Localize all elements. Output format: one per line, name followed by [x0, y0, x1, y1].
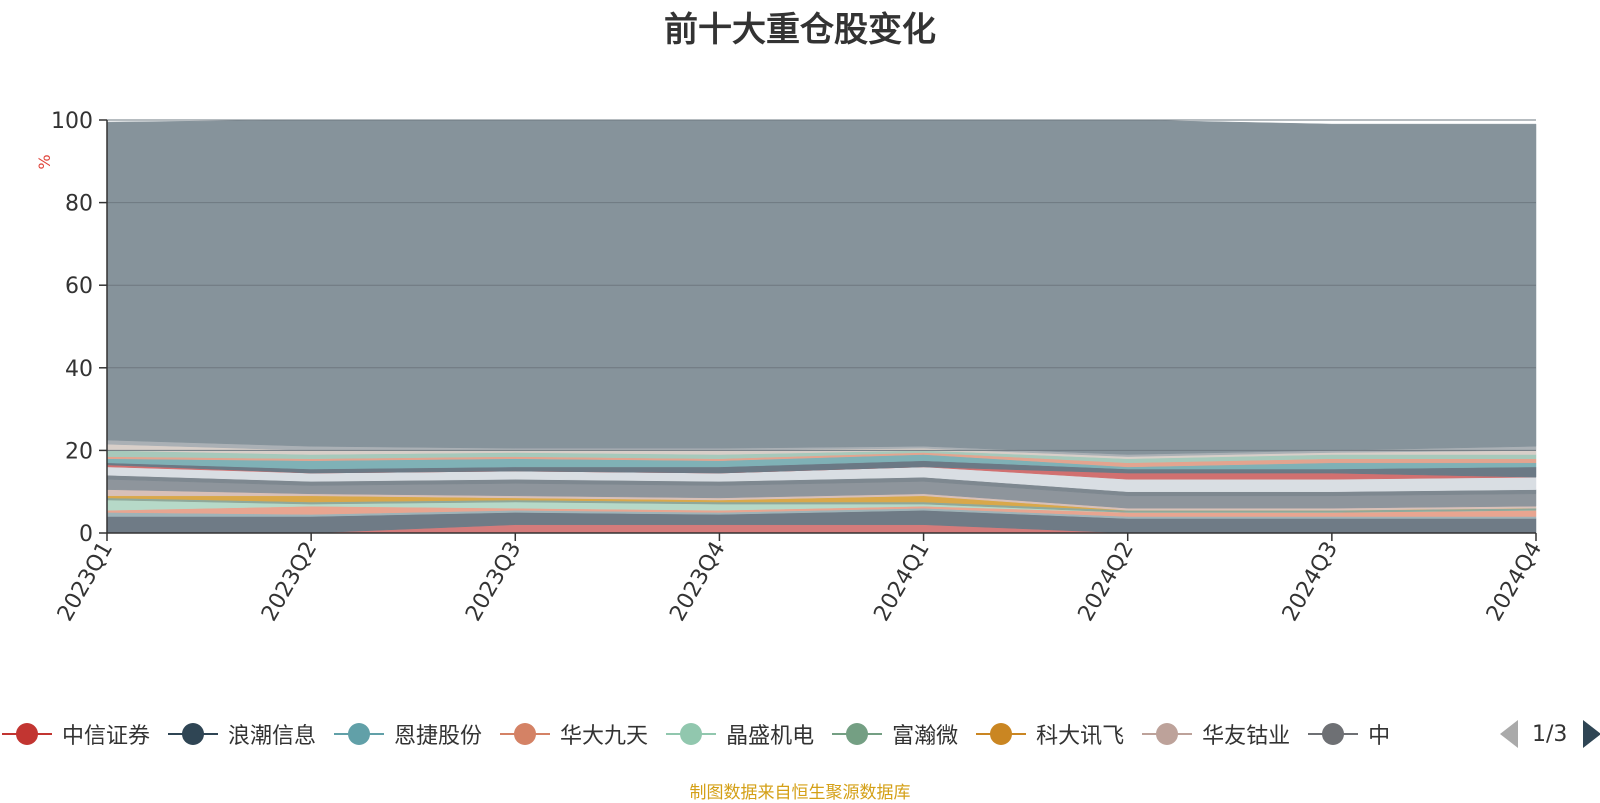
legend-marker-icon — [168, 722, 219, 746]
y-tick-label: 40 — [65, 357, 93, 382]
x-tick-label: 2024Q3 — [1278, 538, 1343, 626]
legend-label: 晶盛机电 — [726, 724, 815, 749]
y-tick-label: 60 — [65, 274, 93, 299]
legend-label: 中 — [1368, 724, 1391, 749]
legend-item[interactable]: 浪潮信息 — [168, 716, 316, 752]
legend-label: 浪潮信息 — [228, 724, 317, 749]
legend-item[interactable]: 华大九天 — [500, 716, 648, 752]
x-tick-label: 2024Q1 — [869, 538, 934, 626]
legend-label: 华友钴业 — [1202, 724, 1291, 749]
y-tick-label: 100 — [51, 109, 93, 134]
legend-label: 科大讯飞 — [1036, 724, 1125, 749]
legend-item[interactable]: 晶盛机电 — [666, 716, 814, 752]
x-tick-label: 2023Q2 — [257, 538, 322, 626]
legend-marker-icon — [976, 722, 1027, 746]
legend-marker-icon — [2, 722, 52, 746]
legend-item[interactable]: 富瀚微 — [832, 716, 958, 752]
pager-next-icon[interactable] — [1583, 720, 1600, 748]
y-axis-label: % — [35, 154, 54, 169]
legend-marker-icon — [334, 722, 385, 746]
legend-pager: 1/3 — [1500, 716, 1600, 752]
area-series-18 — [106, 119, 1537, 455]
legend-item[interactable]: 华友钴业 — [1142, 716, 1290, 752]
area-series-group — [106, 119, 1537, 534]
y-tick-label: 20 — [65, 439, 93, 464]
pager-text: 1/3 — [1532, 721, 1568, 747]
legend-marker-icon — [666, 722, 717, 746]
x-tick-label: 2023Q3 — [461, 538, 526, 626]
pager-prev-icon[interactable] — [1500, 720, 1518, 748]
legend-item[interactable]: 中 — [1308, 716, 1390, 752]
chart-title: 前十大重仓股变化 — [664, 10, 936, 50]
legend-label: 恩捷股份 — [394, 724, 483, 749]
legend-item[interactable]: 中信证券 — [2, 716, 150, 752]
legend-item[interactable]: 恩捷股份 — [334, 716, 482, 752]
legend-item[interactable]: 科大讯飞 — [976, 716, 1124, 752]
legend-label: 富瀚微 — [892, 724, 959, 749]
legend-label: 华大九天 — [560, 724, 649, 749]
legend: 中信证券 浪潮信息 恩捷股份 华大九天 晶盛机电 富瀚微 科大讯飞 华友钴业 中 — [0, 716, 1480, 752]
legend-marker-icon — [832, 722, 883, 746]
grid-lines — [107, 119, 1536, 451]
y-tick-label: 80 — [65, 192, 93, 217]
legend-marker-icon — [500, 722, 551, 746]
legend-marker-icon — [1308, 722, 1359, 746]
y-tick-label: 0 — [79, 522, 93, 547]
legend-marker-icon — [1142, 722, 1193, 746]
x-tick-label: 2023Q4 — [665, 538, 730, 626]
x-tick-label: 2023Q1 — [53, 538, 118, 626]
source-note: 制图数据来自恒生聚源数据库 — [689, 783, 911, 803]
stacked-area-chart: 0 20 40 60 80 100% 2023Q1 2023Q2 2023Q3 2023Q4 202… — [35, 109, 1547, 626]
x-tick-label: 2024Q2 — [1074, 538, 1139, 626]
x-tick-label: 2024Q4 — [1482, 538, 1547, 626]
legend-label: 中信证券 — [62, 724, 151, 749]
